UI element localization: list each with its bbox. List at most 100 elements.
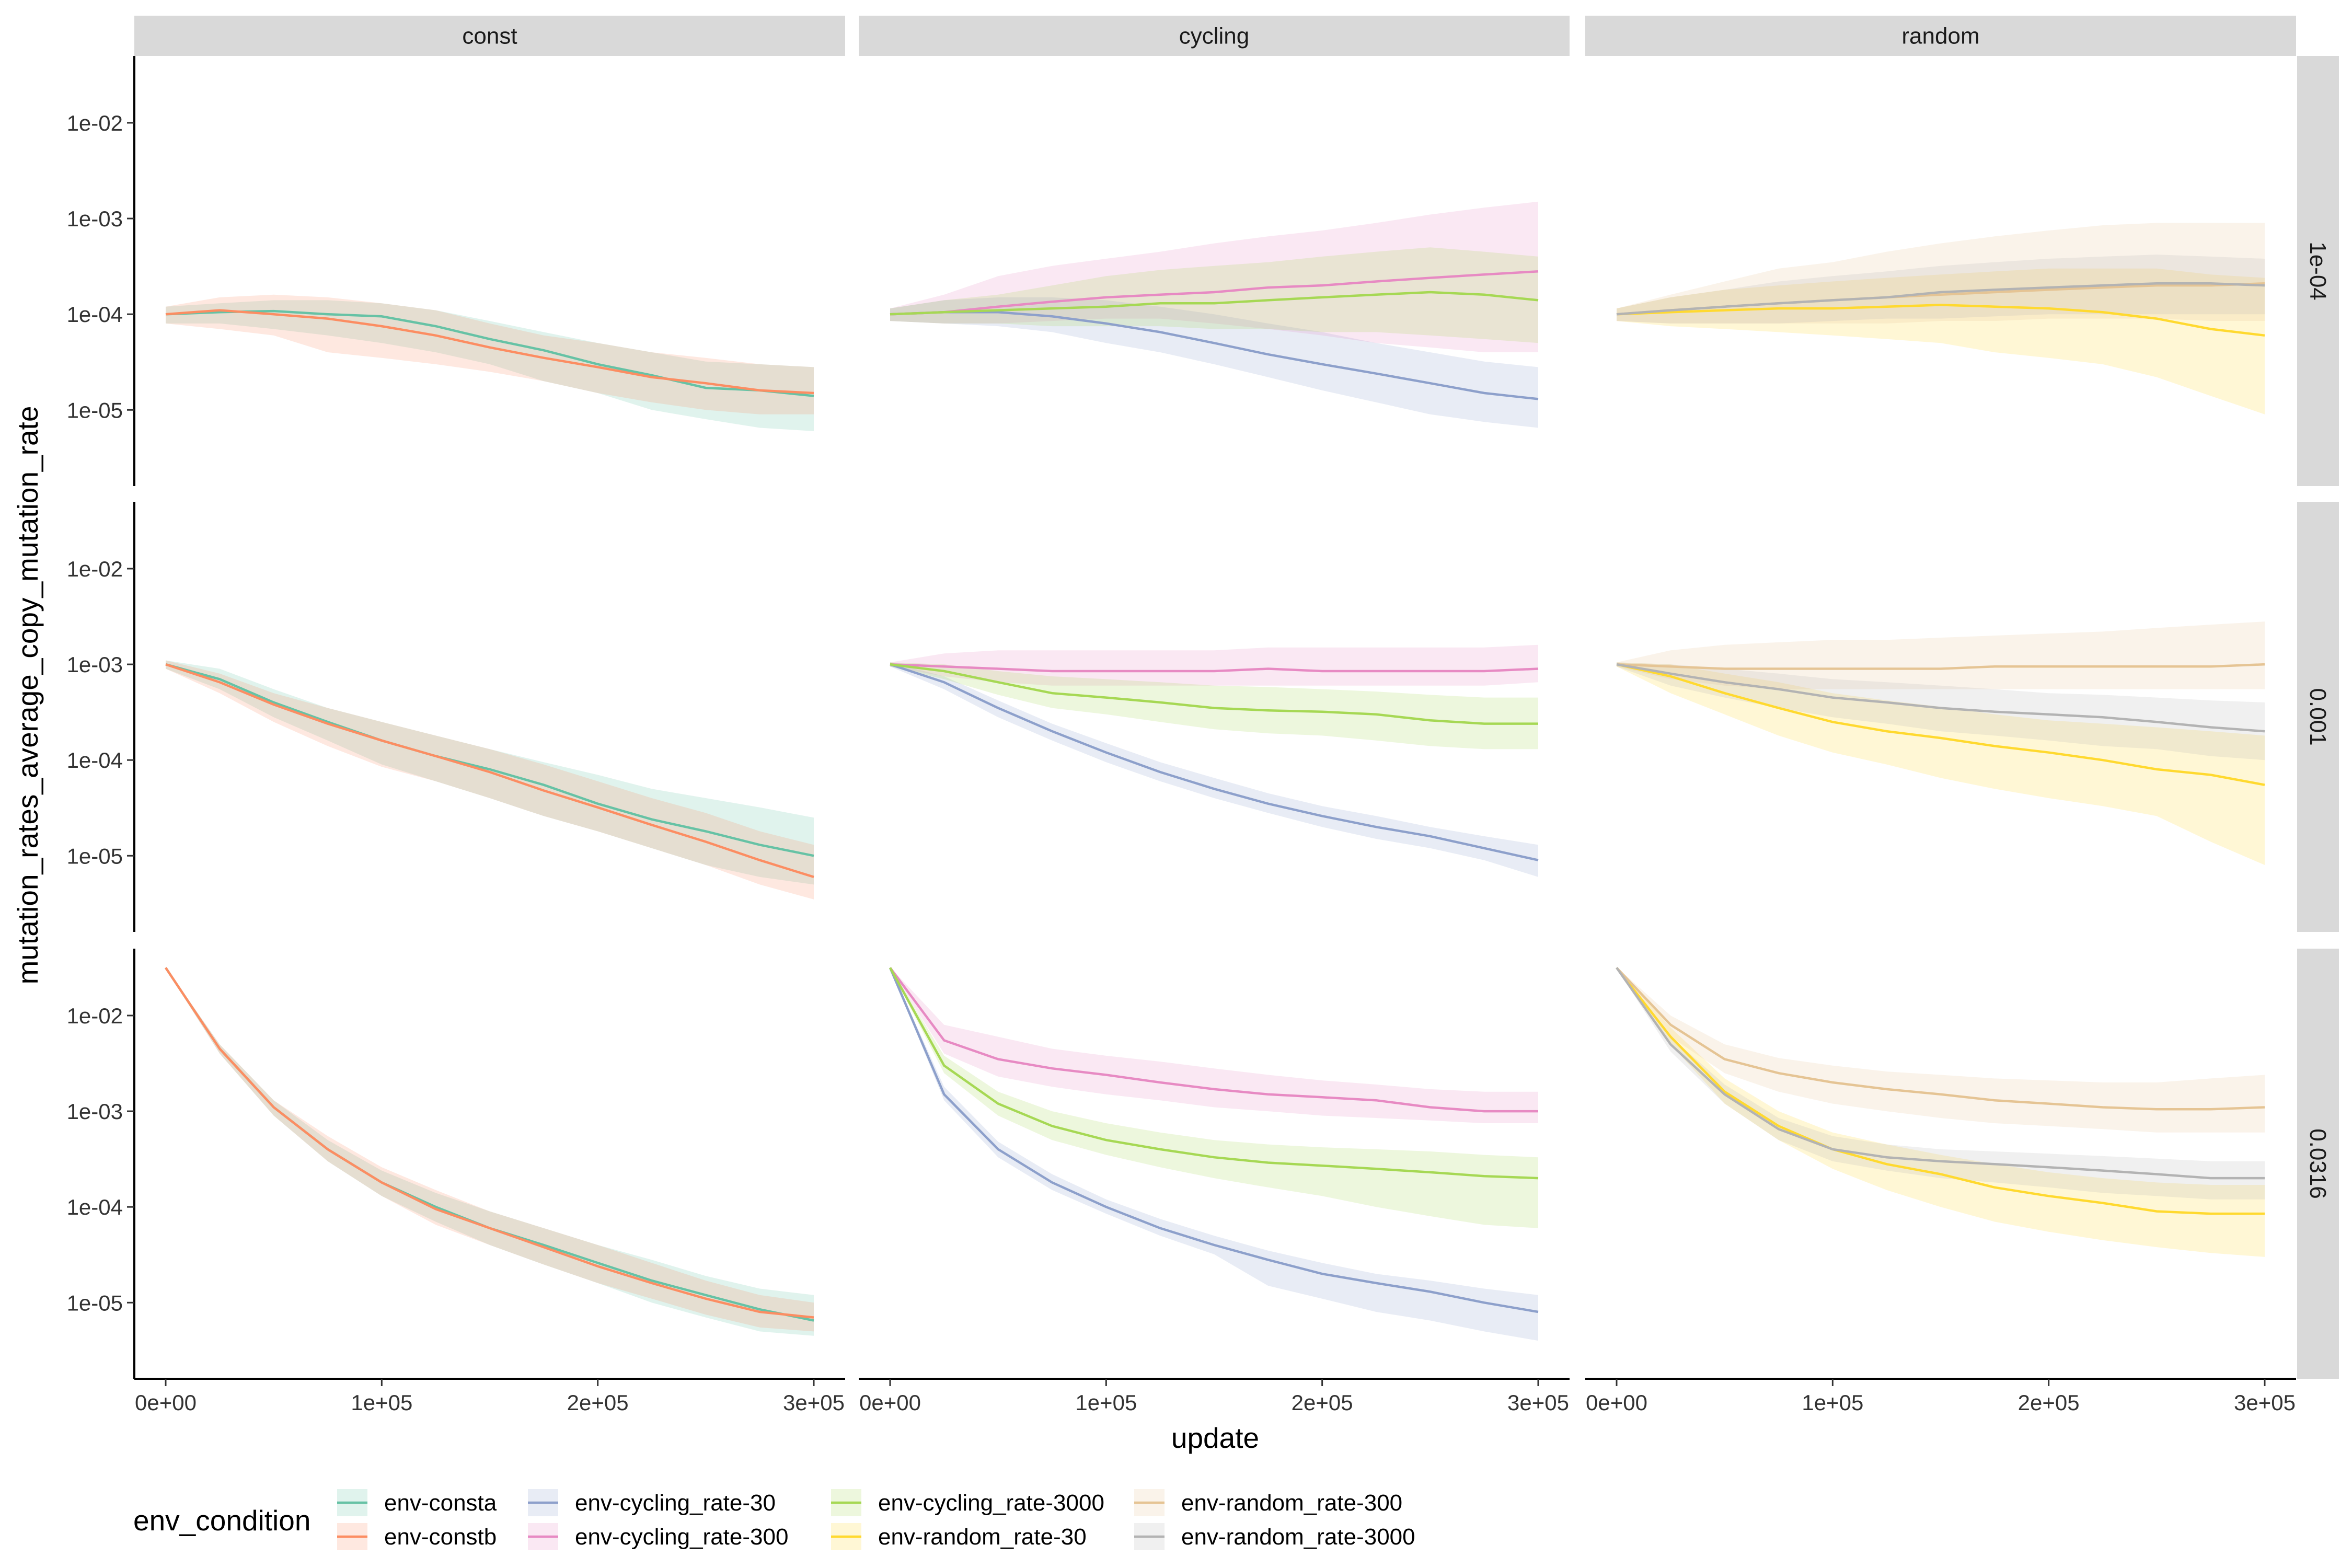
y-axis-title: mutation_rates_average_copy_mutation_rat… xyxy=(11,406,44,985)
series-line-env-random_rate-300 xyxy=(1616,966,2265,1111)
series-line-env-consta xyxy=(165,663,814,857)
ribbon-env-cycling_rate-30 xyxy=(890,662,1538,877)
ribbon-env-cycling_rate-30 xyxy=(890,967,1538,1341)
x-tick-label: 3e+05 xyxy=(1507,1390,1569,1415)
x-tick-label: 0e+00 xyxy=(859,1390,921,1415)
legend: env_condition env-consta env-constb env-cy… xyxy=(133,1489,1415,1550)
x-tick-label: 1e+05 xyxy=(351,1390,412,1415)
facet-strip-label: random xyxy=(1901,24,1979,49)
series-line-env-random_rate-300 xyxy=(1616,663,2265,670)
legend-entry-env-constb: env-constb xyxy=(337,1523,497,1550)
facet-panel-cycling-0.0316 xyxy=(889,967,1539,1341)
series-line-env-random_rate-3000 xyxy=(1616,967,2265,1180)
ribbon-env-random_rate-3000 xyxy=(1617,255,2265,324)
y-tick-label: 1e-04 xyxy=(67,748,123,773)
ribbon-env-constb xyxy=(166,294,814,414)
legend-entry-env-cycling_rate-30: env-cycling_rate-30 xyxy=(528,1489,776,1516)
legend-title: env_condition xyxy=(133,1504,310,1537)
y-tick-label: 1e-05 xyxy=(67,398,123,422)
facet-panel-cycling-0.001 xyxy=(890,644,1539,877)
ribbon-env-random_rate-30 xyxy=(1617,268,2265,414)
legend-label: env-constb xyxy=(384,1524,497,1550)
series-line-env-random_rate-3000 xyxy=(1616,663,2265,733)
x-tick-label: 2e+05 xyxy=(1292,1390,1353,1415)
series-line-env-cycling_rate-3000 xyxy=(889,967,1539,1180)
facet-strip-label: 0.001 xyxy=(2305,688,2331,745)
legend-entry-env-cycling_rate-300: env-cycling_rate-300 xyxy=(528,1523,788,1550)
facet-strip-const xyxy=(134,16,845,56)
facet-panel-random-0.001 xyxy=(1616,621,2265,865)
series-line-env-cycling_rate-30 xyxy=(890,311,1539,400)
x-tick-label: 2e+05 xyxy=(567,1390,629,1415)
series-line-env-random_rate-30 xyxy=(1616,663,2265,786)
y-tick-label: 1e-05 xyxy=(67,1290,123,1315)
facet-panel-const-1e-04 xyxy=(165,294,814,431)
x-tick-label: 1e+05 xyxy=(1802,1390,1863,1415)
series-line-env-random_rate-30 xyxy=(1616,304,2265,337)
ribbon-env-constb xyxy=(166,967,814,1332)
facet-panel-const-0.001 xyxy=(165,660,814,900)
facet-strip-label: cycling xyxy=(1179,24,1250,49)
ribbon-env-random_rate-300 xyxy=(1617,621,2265,689)
legend-entry-env-random_rate-30: env-random_rate-30 xyxy=(831,1523,1087,1550)
ribbon-env-cycling_rate-3000 xyxy=(890,247,1538,343)
ribbon-env-cycling_rate-300 xyxy=(890,644,1538,686)
ribbon-env-cycling_rate-30 xyxy=(890,297,1538,428)
series-line-env-random_rate-3000 xyxy=(1616,282,2265,316)
legend-label: env-cycling_rate-300 xyxy=(575,1524,788,1550)
ribbon-env-consta xyxy=(166,967,814,1336)
facet-panel-const-0.0316 xyxy=(165,967,814,1336)
ribbon-env-random_rate-3000 xyxy=(1617,967,2265,1200)
ribbon-env-random_rate-30 xyxy=(1617,967,2265,1257)
y-tick-label: 1e-03 xyxy=(67,1099,123,1124)
legend-label: env-random_rate-30 xyxy=(878,1524,1087,1550)
series-line-env-cycling_rate-3000 xyxy=(890,291,1539,316)
y-tick-label: 1e-02 xyxy=(67,1004,123,1028)
facet-strip-0.0316 xyxy=(2297,949,2339,1379)
x-tick-label: 3e+05 xyxy=(2234,1390,2296,1415)
legend-entry-env-consta: env-consta xyxy=(337,1489,497,1516)
series-line-env-constb xyxy=(165,309,814,395)
series-line-env-cycling_rate-300 xyxy=(890,270,1539,316)
legend-label: env-cycling_rate-3000 xyxy=(878,1490,1104,1516)
facet-strip-0.001 xyxy=(2297,502,2339,932)
facet-strip-label: 1e-04 xyxy=(2305,241,2331,301)
ribbon-env-cycling_rate-300 xyxy=(890,967,1538,1123)
series-line-env-consta xyxy=(165,309,814,397)
legend-label: env-cycling_rate-30 xyxy=(575,1490,776,1516)
legend-label: env-random_rate-3000 xyxy=(1181,1524,1415,1550)
x-tick-label: 0e+00 xyxy=(1586,1390,1647,1415)
legend-entry-env-random_rate-300: env-random_rate-300 xyxy=(1134,1489,1402,1516)
series-line-env-cycling_rate-30 xyxy=(890,663,1539,861)
facet-strip-random xyxy=(1585,16,2296,56)
ribbon-env-cycling_rate-3000 xyxy=(890,662,1538,750)
facet-panel-random-0.0316 xyxy=(1616,966,2265,1257)
facet-strip-label: const xyxy=(462,24,517,49)
series-line-env-cycling_rate-3000 xyxy=(890,663,1538,725)
facet-panel-cycling-1e-04 xyxy=(890,201,1539,428)
ribbon-env-random_rate-3000 xyxy=(1617,662,2265,760)
y-tick-label: 1e-04 xyxy=(67,302,123,327)
facet-strip-cycling xyxy=(859,16,1570,56)
facet-strip-1e-04 xyxy=(2297,56,2339,486)
facet-panel-random-1e-04 xyxy=(1616,223,2265,414)
y-tick-label: 1e-03 xyxy=(67,652,123,677)
x-axis-title: update xyxy=(1171,1422,1259,1454)
y-tick-label: 1e-02 xyxy=(67,557,123,581)
ribbon-env-cycling_rate-300 xyxy=(890,201,1538,352)
ribbon-env-random_rate-30 xyxy=(1617,662,2265,865)
series-line-env-cycling_rate-300 xyxy=(889,967,1538,1113)
y-tick-label: 1e-05 xyxy=(67,844,123,868)
facet-panels: const cycling random 1e-04 0.001 0.0316 1e-05 1… xyxy=(67,16,2339,1415)
series-line-env-cycling_rate-30 xyxy=(889,967,1539,1313)
legend-label: env-consta xyxy=(384,1490,497,1516)
series-line-env-constb xyxy=(165,967,814,1319)
ribbon-env-cycling_rate-3000 xyxy=(890,967,1538,1228)
legend-entry-env-random_rate-3000: env-random_rate-3000 xyxy=(1134,1523,1415,1550)
y-tick-label: 1e-02 xyxy=(67,111,123,135)
series-line-env-random_rate-30 xyxy=(1616,967,2265,1215)
ribbon-env-random_rate-300 xyxy=(1617,967,2265,1133)
ribbon-env-consta xyxy=(166,300,814,431)
